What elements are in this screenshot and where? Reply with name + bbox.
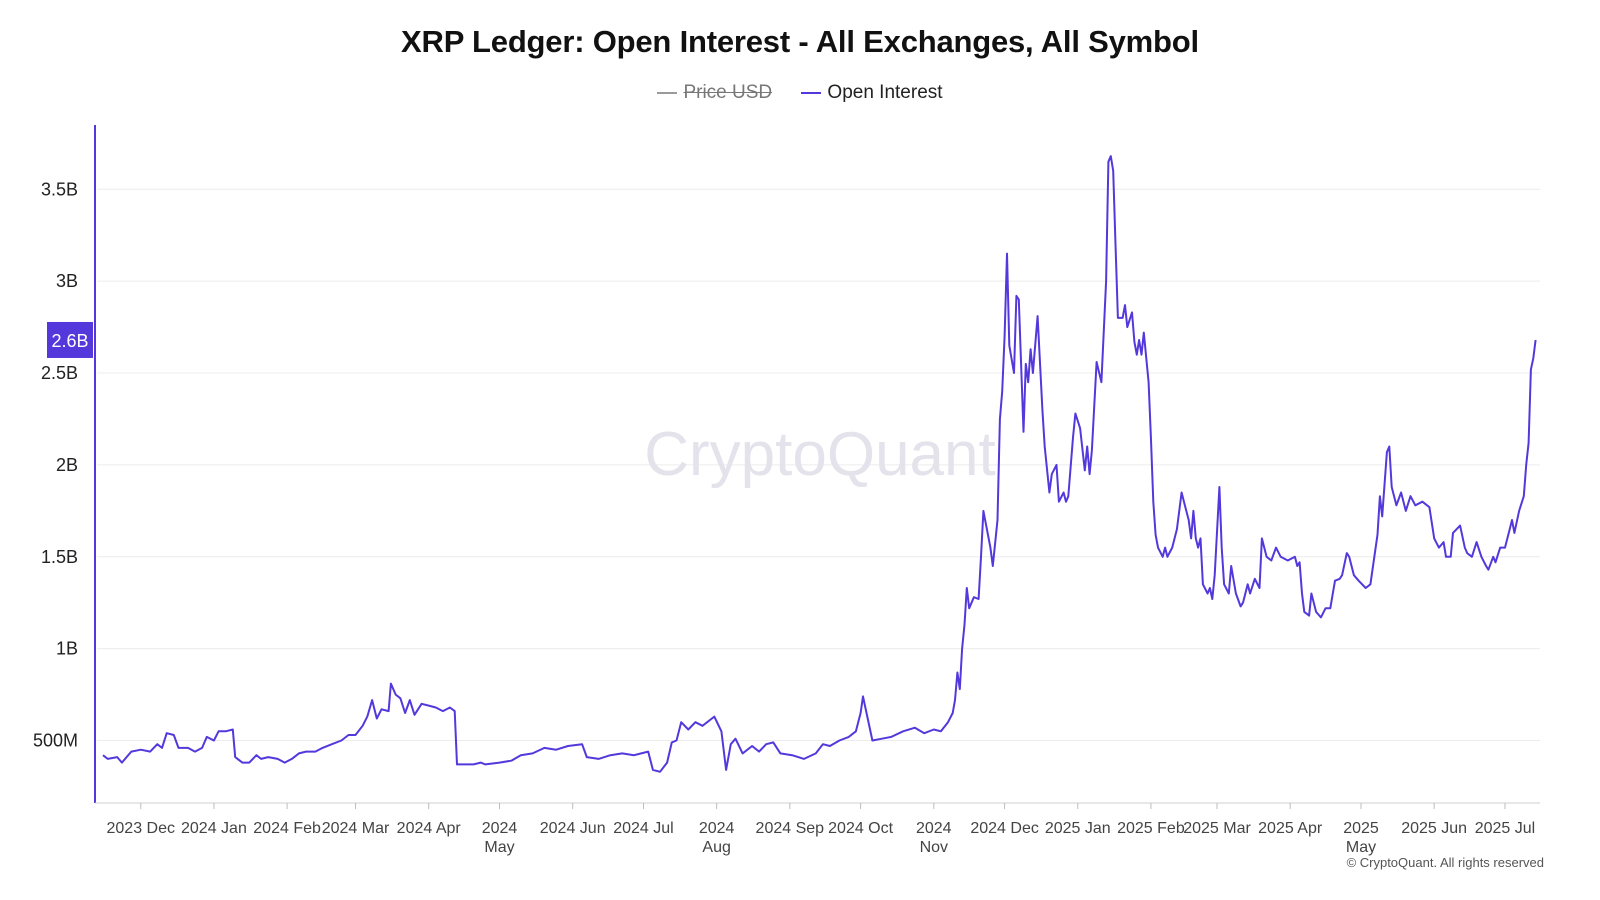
x-tick-label: 2025 Apr xyxy=(1258,820,1323,837)
y-axis: 500M 1B 1.5B 2B 2.5B 3B 3.5B xyxy=(33,125,96,803)
y-tick-label: 1.5B xyxy=(41,547,78,567)
x-tick-label: 2024 Oct xyxy=(828,820,893,837)
x-tick-label: 2025 Jan xyxy=(1045,820,1111,837)
x-tick-label: 2025 Jun xyxy=(1401,820,1467,837)
x-tick-label: 2025 Mar xyxy=(1183,820,1251,837)
x-tick-label: 2025 Jul xyxy=(1475,820,1536,837)
legend-item-open-interest[interactable]: Open Interest xyxy=(801,82,943,104)
x-tick-label: 2024 Sep xyxy=(756,820,825,837)
legend-swatch-open-interest xyxy=(801,92,822,94)
grid-lines xyxy=(97,188,1540,742)
y-tick-label: 3.5B xyxy=(41,179,78,199)
legend-swatch-price-usd xyxy=(657,92,678,94)
current-value-label: 2.6B xyxy=(51,331,88,351)
chart-title: XRP Ledger: Open Interest - All Exchange… xyxy=(401,24,1199,59)
current-value-marker: 2.6B xyxy=(47,321,93,358)
y-tick-label: 2B xyxy=(56,455,78,475)
series-open-interest[interactable] xyxy=(102,155,1537,773)
series-line-open-interest xyxy=(102,155,1537,773)
x-tick-label: 2023 Dec xyxy=(107,820,176,837)
y-tick-label: 2.5B xyxy=(41,363,78,383)
x-tick-label: 2025 May xyxy=(1343,820,1379,856)
y-tick-label: 1B xyxy=(56,639,78,659)
x-tick-label: 2024 Mar xyxy=(322,820,390,837)
chart-legend: Price USD Open Interest xyxy=(0,78,1600,104)
copyright-notice: © CryptoQuant. All rights reserved xyxy=(1346,855,1544,870)
watermark: CryptoQuant xyxy=(644,420,996,489)
x-tick-label: 2024 Apr xyxy=(397,820,462,837)
legend-label-open-interest: Open Interest xyxy=(827,82,943,103)
y-tick-label: 500M xyxy=(33,731,78,751)
x-tick-label: 2024 Jun xyxy=(540,820,606,837)
x-tick-label: 2024 Dec xyxy=(970,820,1039,837)
x-tick-label: 2024 Nov xyxy=(916,820,952,856)
x-tick-label: 2025 Feb xyxy=(1117,820,1185,837)
legend-item-price-usd[interactable]: Price USD xyxy=(657,82,772,104)
x-tick-label: 2024 Jul xyxy=(613,820,674,837)
x-tick-label: 2024 Aug xyxy=(699,820,735,856)
current-value-badge xyxy=(47,321,93,358)
x-tick-label: 2024 Jan xyxy=(181,820,247,837)
x-tick-label: 2024 May xyxy=(482,820,518,856)
y-tick-label: 3B xyxy=(56,271,78,291)
x-axis: 2023 Dec 2024 Jan 2024 Feb 2024 Mar 2024 Apr… xyxy=(95,802,1540,856)
x-tick-label: 2024 Feb xyxy=(253,820,321,837)
legend-label-price-usd: Price USD xyxy=(683,82,773,103)
